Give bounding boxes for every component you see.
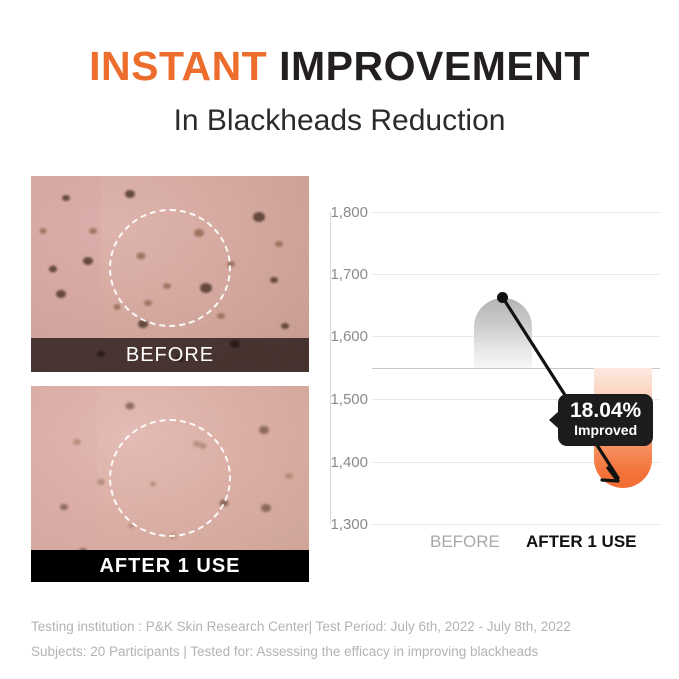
bar-before[interactable] bbox=[474, 298, 532, 368]
photo-caption-after: AFTER 1 USE bbox=[31, 550, 309, 582]
improvement-badge: 18.04% Improved bbox=[549, 394, 654, 446]
y-axis-line bbox=[330, 212, 331, 524]
y-tick-label-1700: 1,700 bbox=[330, 266, 368, 283]
study-disclaimer: Testing institution : P&K Skin Research … bbox=[31, 614, 651, 664]
x-axis-label-after: AFTER 1 USE bbox=[526, 532, 637, 551]
page-title-accent: INSTANT bbox=[89, 43, 268, 89]
badge-pointer-icon bbox=[549, 411, 559, 429]
region-of-interest-circle-after bbox=[109, 419, 231, 538]
data-point-marker-before bbox=[497, 292, 508, 303]
badge-label: Improved bbox=[574, 422, 638, 438]
badge-percent: 18.04% bbox=[570, 399, 642, 422]
gridline-1700 bbox=[372, 274, 660, 275]
photo-caption-before: BEFORE bbox=[31, 338, 309, 372]
y-tick-label-1600: 1,600 bbox=[330, 328, 368, 345]
plot-area bbox=[372, 212, 660, 524]
disclaimer-line-1: Testing institution : P&K Skin Research … bbox=[31, 619, 571, 634]
page-title: INSTANT IMPROVEMENT bbox=[0, 42, 679, 90]
page-title-rest: IMPROVEMENT bbox=[267, 43, 590, 89]
region-of-interest-circle-before bbox=[109, 209, 231, 328]
page-subtitle: In Blackheads Reduction bbox=[173, 104, 506, 137]
y-tick-label-1300: 1,300 bbox=[330, 516, 368, 533]
y-tick-label-1800: 1,800 bbox=[330, 204, 368, 221]
photo-before: BEFORE bbox=[31, 176, 309, 372]
y-tick-label-1500: 1,500 bbox=[330, 391, 368, 408]
blackhead-reduction-chart: 1,800 1,700 1,600 1,500 1,400 1,300 18.0… bbox=[330, 196, 660, 556]
photo-after: AFTER 1 USE bbox=[31, 386, 309, 582]
gridline-1300 bbox=[372, 524, 660, 525]
x-axis-label-before: BEFORE bbox=[430, 532, 500, 551]
y-tick-label-1400: 1,400 bbox=[330, 454, 368, 471]
gridline-1800 bbox=[372, 212, 660, 213]
disclaimer-line-2: Subjects: 20 Participants | Tested for: … bbox=[31, 644, 539, 659]
